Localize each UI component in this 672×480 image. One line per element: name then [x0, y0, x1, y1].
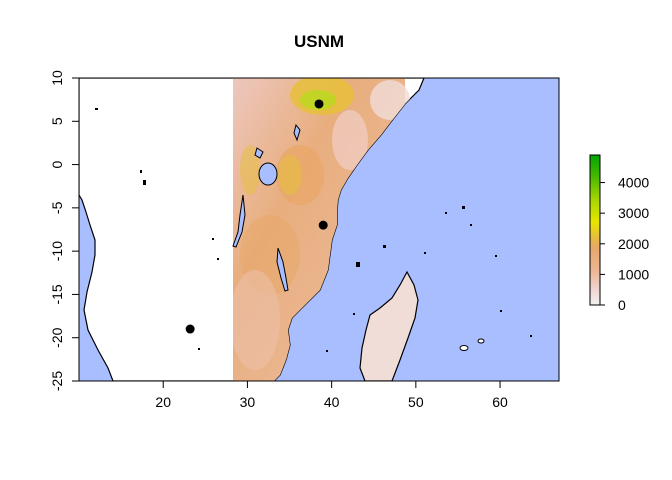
elevation-raster [233, 78, 410, 381]
legend-tick-label: 0 [618, 297, 626, 313]
x-tick-label: 30 [240, 394, 256, 410]
y-tick-label: -25 [49, 371, 65, 391]
elevation-legend: 4000 3000 2000 1000 0 [589, 154, 649, 313]
y-tick-label: -5 [49, 201, 65, 214]
map-panel [79, 78, 559, 381]
legend-tick-label: 4000 [618, 175, 649, 191]
x-axis: 20 30 40 50 60 [155, 380, 508, 410]
legend-colorbar [589, 154, 601, 306]
occurrence-point [185, 324, 195, 334]
small-islands [95, 108, 532, 352]
lake-albert [254, 147, 264, 159]
lake-turkana [293, 123, 301, 142]
x-tick-label: 40 [324, 394, 340, 410]
y-tick-label: 5 [49, 117, 65, 125]
x-tick-label: 60 [492, 394, 508, 410]
mauritius-island [477, 338, 485, 344]
legend-tick-label: 3000 [618, 205, 649, 221]
lake-malawi [276, 247, 289, 292]
x-tick-label: 50 [408, 394, 424, 410]
occurrence-points [185, 99, 328, 334]
map-title: USNM [294, 32, 344, 51]
occurrence-point [314, 99, 324, 109]
legend-tick-label: 2000 [618, 236, 649, 252]
occurrence-point [318, 220, 328, 230]
y-tick-label: 10 [49, 70, 65, 86]
y-tick-label: 0 [49, 160, 65, 168]
y-tick-label: -15 [49, 284, 65, 304]
legend-tick-label: 1000 [618, 266, 649, 282]
y-axis: -25 -20 -15 -10 -5 0 5 10 [49, 70, 80, 391]
y-tick-label: -10 [49, 241, 65, 261]
reunion-island [459, 345, 469, 351]
lake-tanganyika [232, 194, 246, 248]
lake-victoria [258, 162, 278, 186]
x-tick-label: 20 [155, 394, 171, 410]
y-tick-label: -20 [49, 327, 65, 347]
madagascar [359, 270, 419, 381]
